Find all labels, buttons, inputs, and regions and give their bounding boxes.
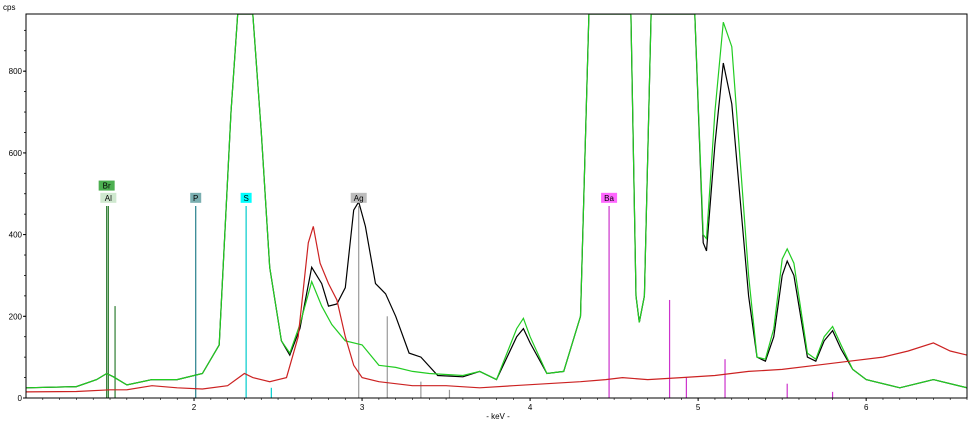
y-tick-label: 800 (9, 67, 23, 76)
y-tick-label: 200 (9, 312, 23, 321)
x-tick-label: 4 (528, 403, 533, 412)
element-tag-label-ba: Ba (604, 194, 614, 203)
spectrum-series-1 (26, 14, 967, 389)
element-tag-br (98, 180, 115, 191)
y-axis-label: cps (3, 3, 15, 12)
element-tag-s (240, 192, 252, 203)
x-tick-label: 3 (360, 403, 365, 412)
x-axis-label: - keV - (486, 412, 510, 421)
spectrum-series-3 (26, 226, 967, 393)
y-tick-label: 0 (18, 394, 23, 403)
element-tag-label-br: Br (103, 182, 111, 191)
element-tag-label-al: Al (105, 194, 112, 203)
element-tag-p (190, 192, 202, 203)
element-tag-al (100, 192, 117, 203)
spectrum-series-2 (26, 14, 967, 389)
element-tag-ag (350, 192, 367, 203)
x-tick-label: 2 (192, 403, 197, 412)
y-tick-label: 600 (9, 149, 23, 158)
x-tick-label: 6 (864, 403, 869, 412)
y-tick-label: 400 (9, 231, 23, 240)
element-tag-ba (601, 192, 618, 203)
element-tag-label-p: P (193, 194, 198, 203)
plot-area: 0 200 400 600 800 2 3 4 5 6 Br Al P S Ag Ba (9, 13, 968, 412)
element-tag-label-s: S (243, 194, 248, 203)
element-tag-label-ag: Ag (354, 194, 364, 203)
x-tick-label: 5 (696, 403, 701, 412)
